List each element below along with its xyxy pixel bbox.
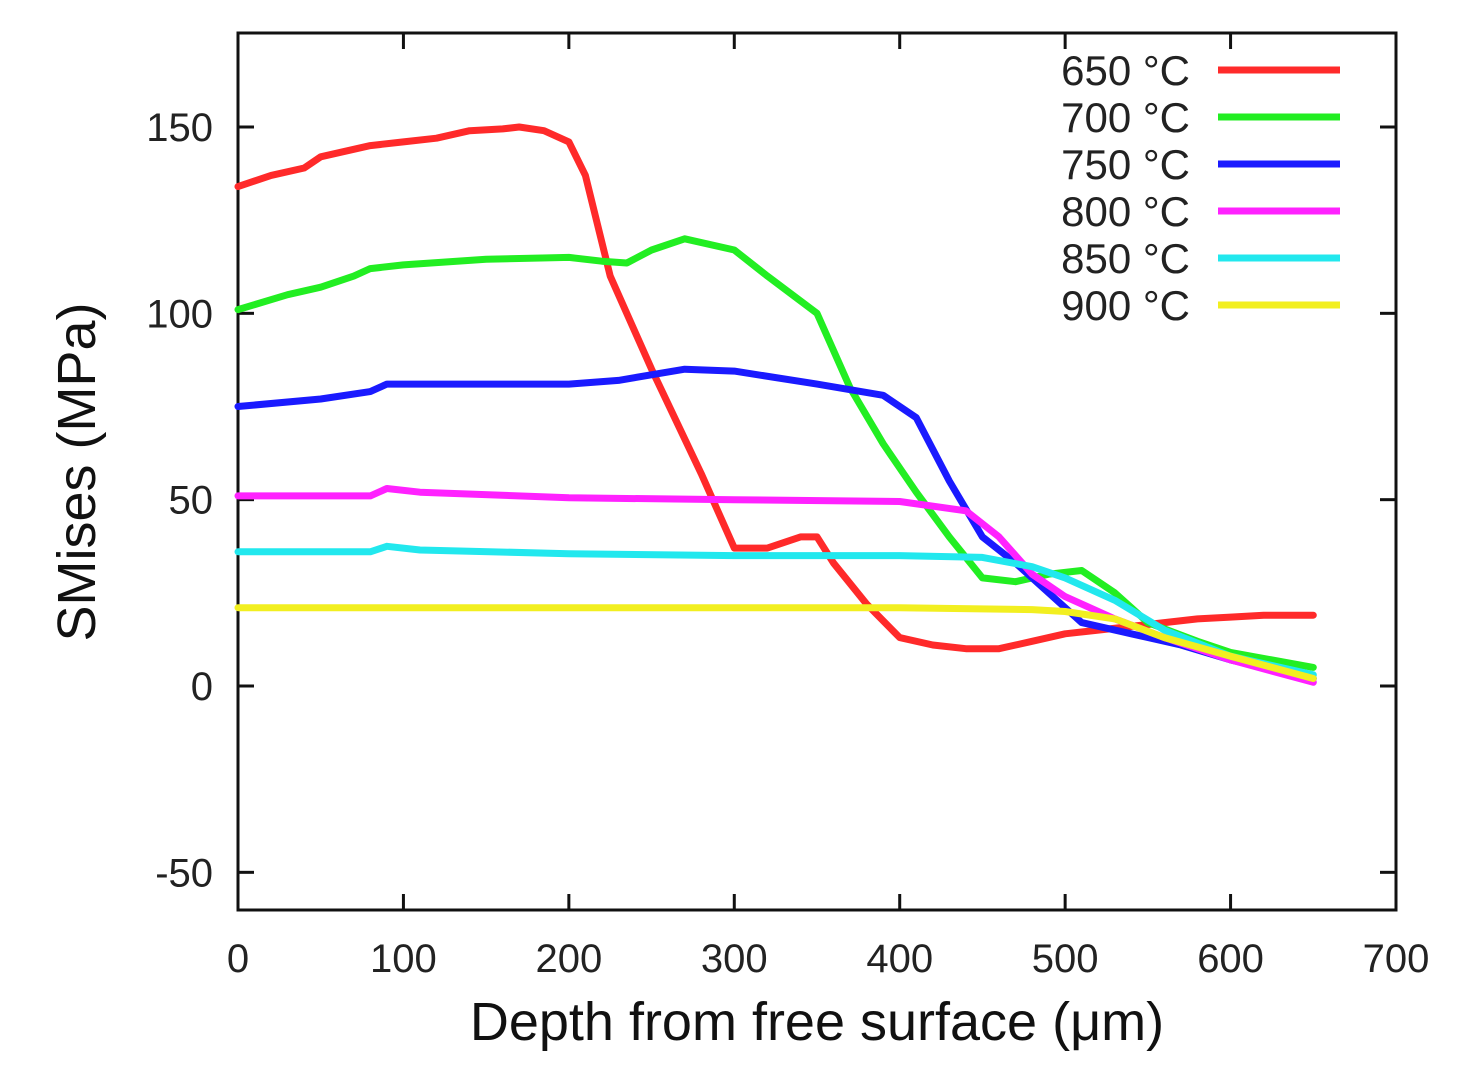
series-line-900 bbox=[234, 604, 1317, 682]
series-lines bbox=[234, 123, 1317, 686]
y-tick-label: 100 bbox=[146, 292, 213, 336]
x-tick-labels: 0 100 200 300 400 500 600 700 bbox=[227, 937, 1430, 981]
y-tick-label: 150 bbox=[146, 106, 213, 150]
legend-label-900: 900 °C bbox=[1061, 282, 1190, 329]
x-tick-label: 500 bbox=[1032, 937, 1099, 981]
series-line-850 bbox=[234, 542, 1317, 679]
y-tick-label: 0 bbox=[191, 665, 213, 709]
y-axis-title: SMises (MPa) bbox=[47, 302, 107, 641]
legend-label-850: 850 °C bbox=[1061, 235, 1190, 282]
y-tick-label: 50 bbox=[169, 479, 214, 523]
x-tick-label: 100 bbox=[370, 937, 437, 981]
y-tick-labels: -50 0 50 100 150 bbox=[146, 106, 213, 895]
y-tick-label: -50 bbox=[155, 851, 213, 895]
x-tick-label: 600 bbox=[1197, 937, 1264, 981]
legend-label-800: 800 °C bbox=[1061, 188, 1190, 235]
axis-ticks bbox=[236, 33, 1398, 910]
x-tick-label: 200 bbox=[535, 937, 602, 981]
series-line-750 bbox=[234, 365, 1317, 682]
legend-label-700: 700 °C bbox=[1061, 94, 1190, 141]
x-tick-label: 700 bbox=[1363, 937, 1430, 981]
x-tick-label: 0 bbox=[227, 937, 249, 981]
series-line-700 bbox=[234, 235, 1317, 671]
x-tick-label: 300 bbox=[701, 937, 768, 981]
legend-label-750: 750 °C bbox=[1061, 141, 1190, 188]
legend-label-650: 650 °C bbox=[1061, 47, 1190, 94]
series-line-800 bbox=[234, 485, 1317, 686]
plot-area-frame bbox=[236, 31, 1398, 912]
x-tick-label: 400 bbox=[866, 937, 933, 981]
x-axis-title: Depth from free surface (μm) bbox=[470, 992, 1164, 1052]
